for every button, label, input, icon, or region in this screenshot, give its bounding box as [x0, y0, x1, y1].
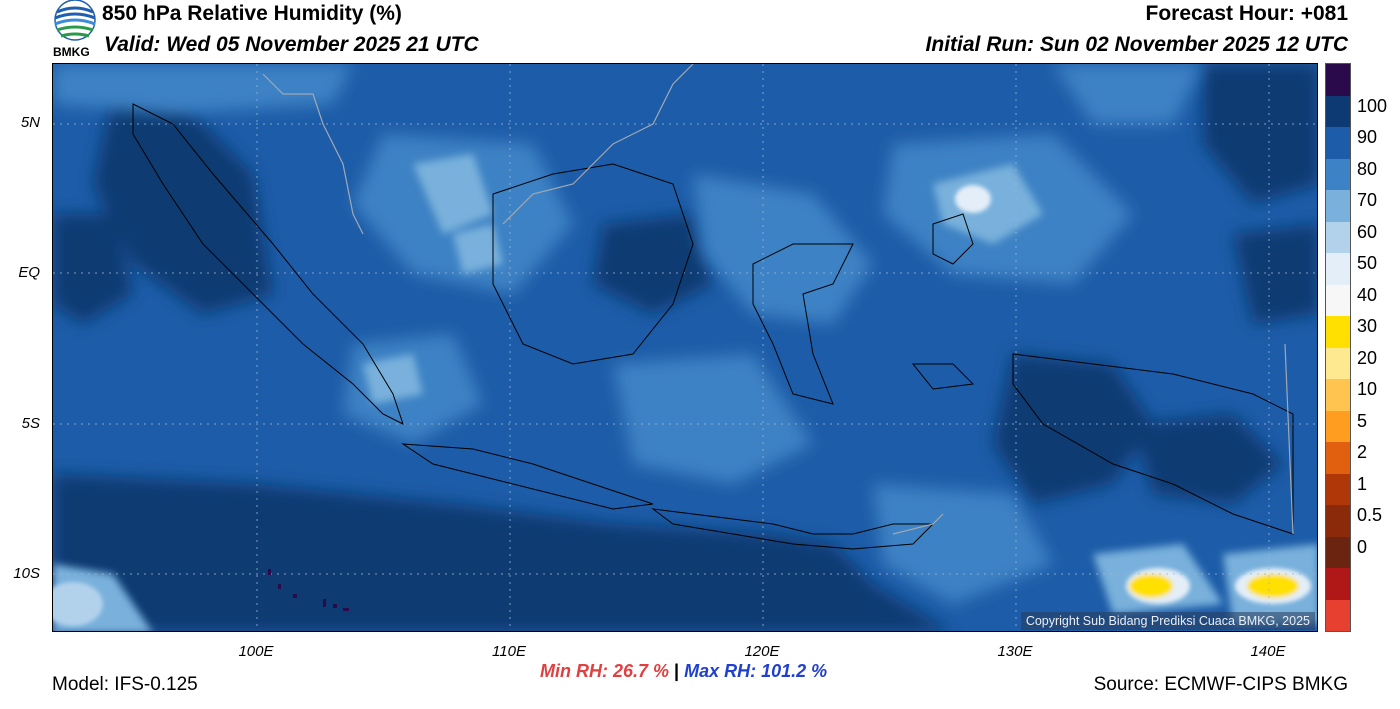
colorbar-swatch — [1326, 442, 1350, 474]
colorbar-label: 60 — [1357, 221, 1378, 242]
colorbar — [1325, 63, 1351, 632]
valid-time: Valid: Wed 05 November 2025 21 UTC — [104, 33, 479, 56]
halmahera-outline — [932, 213, 974, 265]
rh-dry-regions — [53, 185, 1311, 626]
colorbar-label: 2 — [1357, 442, 1368, 462]
rh-saturated-spots — [268, 569, 349, 611]
colorbar-label: 10 — [1357, 379, 1378, 399]
map-canvas — [53, 64, 1317, 631]
colorbar-swatch — [1326, 158, 1350, 190]
colorbar-swatch — [1326, 95, 1350, 127]
stats-separator: | — [674, 661, 680, 681]
borders — [262, 64, 1294, 535]
sulawesi-outline — [752, 243, 854, 405]
colorbar-label: 40 — [1357, 284, 1378, 305]
colorbar-label: 0.5 — [1357, 505, 1383, 525]
lon-label-100e: 100E — [238, 643, 274, 660]
colorbar-swatch — [1326, 473, 1350, 505]
coastlines — [132, 103, 1294, 550]
colorbar-swatch — [1326, 221, 1350, 253]
borneo-outline — [492, 163, 694, 365]
colorbar-label: 100 — [1357, 95, 1388, 116]
colorbar-swatch — [1326, 284, 1350, 316]
seram-outline — [911, 363, 975, 390]
colorbar-swatch — [1326, 64, 1350, 96]
nusa-tenggara-outline — [651, 508, 935, 550]
model-info: Model: IFS-0.125 — [52, 674, 198, 695]
humidity-map: Copyright Sub Bidang Prediksi Cuaca BMKG… — [52, 63, 1318, 632]
colorbar-swatch — [1326, 379, 1350, 411]
bmkg-logo — [54, 0, 96, 41]
rh-high-regions — [53, 64, 1317, 631]
lat-label-5n: 5N — [20, 114, 40, 131]
lat-label-eq: EQ — [18, 264, 40, 281]
min-rh: Min RH: 26.7 % — [540, 661, 670, 681]
colorbar-swatch — [1326, 536, 1350, 568]
colorbar-label: 50 — [1357, 253, 1378, 273]
lat-label-10s: 10S — [13, 565, 40, 582]
colorbar-label: 1 — [1357, 473, 1368, 494]
colorbar-label: 90 — [1357, 127, 1378, 147]
colorbar-swatch — [1326, 568, 1350, 600]
max-rh: Max RH: 101.2 % — [684, 661, 828, 681]
colorbar-swatch — [1326, 347, 1350, 379]
initial-run: Initial Run: Sun 02 November 2025 12 UTC — [925, 33, 1348, 56]
source-info: Source: ECMWF-CIPS BMKG — [1093, 674, 1348, 695]
lat-label-5s: 5S — [21, 415, 40, 432]
colorbar-swatch — [1326, 190, 1350, 222]
java-outline — [401, 443, 654, 510]
colorbar-swatch — [1326, 253, 1350, 285]
colorbar-label: 0 — [1357, 536, 1368, 557]
colorbar-swatch — [1326, 127, 1350, 159]
papua-outline — [1012, 353, 1294, 535]
lon-label-140e: 140E — [1250, 643, 1286, 660]
graticule — [53, 64, 1317, 631]
colorbar-label: 80 — [1357, 158, 1378, 179]
forecast-hour: Forecast Hour: +081 — [1145, 2, 1349, 25]
lon-label-110e: 110E — [492, 643, 526, 660]
logo-text: BMKG — [53, 45, 90, 59]
lon-label-120e: 120E — [744, 643, 780, 660]
colorbar-label: 70 — [1357, 190, 1378, 210]
map-title: 850 hPa Relative Humidity (%) — [102, 2, 402, 25]
rh-stats: Min RH: 26.7 % | Max RH: 101.2 % — [540, 661, 827, 682]
copyright-note: Copyright Sub Bidang Prediksi Cuaca BMKG… — [1020, 612, 1315, 630]
colorbar-label: 30 — [1357, 316, 1378, 336]
colorbar-swatch — [1326, 410, 1350, 442]
colorbar-label: 20 — [1357, 347, 1378, 368]
lon-label-130e: 130E — [997, 643, 1033, 660]
colorbar-swatch — [1326, 599, 1350, 631]
colorbar-swatch — [1326, 316, 1350, 348]
colorbar-swatch — [1326, 505, 1350, 537]
sumatra-outline — [132, 103, 404, 425]
colorbar-label: 5 — [1357, 410, 1368, 431]
